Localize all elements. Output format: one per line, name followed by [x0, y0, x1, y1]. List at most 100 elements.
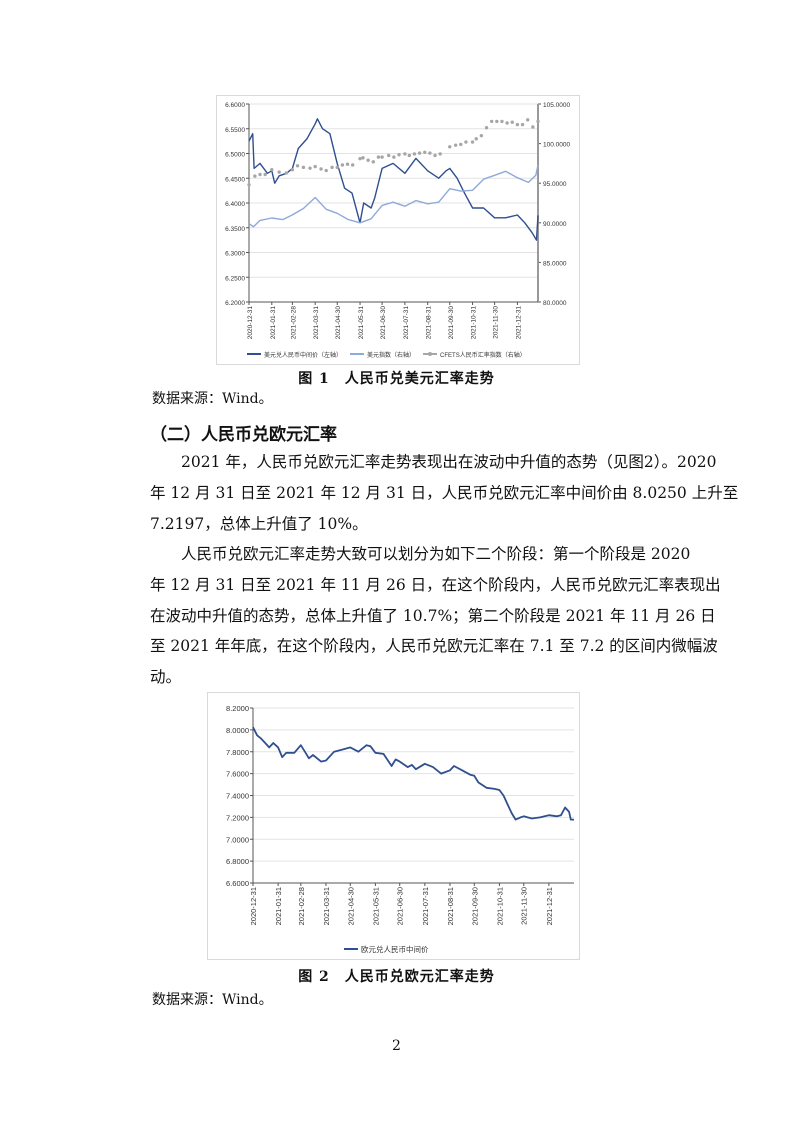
data-point [484, 126, 489, 130]
data-point [258, 172, 262, 177]
x-tick-label: 2020-12-31 [247, 306, 254, 340]
y-tick-label: 7.2000 [226, 813, 249, 822]
figure2-caption: 图 2 人民币兑欧元汇率走势 [298, 969, 495, 985]
paragraph-2: 人民币兑欧元汇率走势大致可以划分为如下二个阶段：第一个阶段是 2020 年 12… [150, 539, 721, 693]
figure2-svg: 6.6000 6.8000 7.0000 7.2000 7.4000 7.6000 7.80… [226, 704, 574, 954]
y2-tick-label: 100.0000 [543, 142, 570, 149]
data-point [515, 122, 520, 127]
paragraph-line: 7.2197，总体上升值了 10%。 [150, 514, 368, 533]
data-point [295, 164, 300, 168]
legend-marker [428, 352, 433, 356]
figure1-chart: 6.2000 6.2500 6.3000 6.3500 6.4000 6.4500 6.50… [216, 95, 580, 365]
legend-label: 美元兑人民币中间价（左轴） [264, 351, 342, 359]
data-point [510, 120, 514, 124]
x-tick-label: 2021-06-30 [380, 306, 387, 340]
data-point [448, 145, 452, 149]
paragraph-line: 2021 年，人民币兑欧元汇率走势表现出在波动中升值的态势（见图2）。2020 [181, 453, 717, 471]
paragraph-line: 至 2021 年年底，在这个阶段内，人民币兑欧元汇率在 7.1 至 7.2 的区… [150, 637, 718, 656]
series-line [252, 726, 574, 821]
data-point [324, 168, 328, 173]
x-tick-label: 2021-04-30 [335, 306, 342, 340]
data-point [253, 174, 257, 178]
data-point [380, 155, 384, 159]
data-point [423, 150, 427, 155]
paragraph-1: 2021 年，人民币兑欧元汇率走势表现出在波动中升值的态势（见图2）。2020 … [150, 447, 739, 539]
data-point [387, 153, 391, 158]
x-tick-label: 2021-06-30 [396, 887, 405, 925]
data-point [407, 153, 412, 158]
y-tick-label: 6.3500 [225, 226, 245, 233]
data-point [358, 156, 362, 161]
section-heading: （二）人民币兑欧元汇率 [150, 425, 337, 445]
data-point [270, 168, 274, 172]
data-point [247, 183, 251, 187]
data-point [366, 158, 370, 162]
data-point [470, 140, 475, 144]
data-point [433, 153, 437, 158]
data-point [319, 167, 323, 171]
x-tick-label: 2021-07-31 [421, 887, 430, 925]
data-point [417, 151, 422, 155]
data-point [531, 125, 535, 129]
data-point [376, 155, 381, 159]
figure2-source: 数据来源：Wind。 [152, 992, 273, 1008]
legend-label: 欧元兑人民币中间价 [361, 944, 429, 954]
figure2-chart: 6.6000 6.8000 7.0000 7.2000 7.4000 7.6000 7.80… [207, 692, 580, 960]
y-tick-label: 6.2000 [225, 300, 245, 307]
data-point [284, 171, 289, 175]
figure1-svg: 6.2000 6.2500 6.3000 6.3500 6.4000 6.4500 6.50… [225, 102, 570, 359]
data-point [464, 140, 468, 144]
series-line [248, 118, 539, 241]
y2-tick-label: 95.0000 [543, 181, 567, 188]
data-point [335, 165, 339, 170]
y-tick-label: 7.6000 [226, 770, 249, 779]
paragraph-line: 人民币兑欧元汇率走势大致可以划分为如下二个阶段：第一个阶段是 2020 [181, 545, 691, 563]
data-point [308, 166, 312, 170]
data-point [350, 163, 355, 167]
x-tick-label: 2021-07-31 [403, 306, 410, 340]
data-point [345, 162, 350, 166]
paragraph-line: 年 12 月 31 日至 2021 年 11 月 26 日，在这个阶段内，人民币… [150, 575, 721, 594]
y2-tick-label: 90.0000 [543, 221, 567, 228]
x-tick-label: 2021-03-31 [313, 306, 320, 340]
y-tick-label: 7.8000 [226, 748, 249, 757]
x-tick-label: 2021-02-28 [297, 887, 306, 925]
x-tick-label: 2021-11-30 [520, 887, 529, 925]
data-point [474, 137, 478, 141]
x-tick-label: 2021-08-31 [426, 306, 433, 340]
y-tick-label: 7.4000 [226, 792, 249, 801]
data-point [495, 119, 499, 124]
y2-tick-label: 105.0000 [543, 102, 570, 109]
x-tick-label: 2021-01-31 [274, 887, 283, 925]
data-point [397, 152, 401, 157]
y-tick-label: 6.3000 [225, 251, 245, 258]
y-tick-label: 6.2500 [225, 275, 245, 282]
data-point [361, 156, 365, 160]
y-tick-label: 6.4000 [225, 201, 245, 208]
data-point [500, 119, 504, 124]
x-tick-label: 2021-11-30 [493, 306, 500, 339]
data-point [290, 168, 295, 172]
y-tick-label: 6.6000 [226, 879, 249, 888]
legend-label: 美元指数（右轴） [367, 351, 415, 359]
figure1-caption: 图 1 人民币兑美元汇率走势 [298, 371, 495, 387]
x-tick-label: 2021-09-30 [470, 887, 479, 925]
x-tick-label: 2021-04-30 [346, 887, 355, 925]
data-point [313, 164, 317, 169]
x-tick-label: 2021-02-28 [290, 306, 297, 340]
data-point [489, 119, 494, 124]
data-point [459, 142, 463, 147]
paragraph-line: 年 12 月 31 日至 2021 年 12 月 31 日，人民币兑欧元汇率中间… [150, 483, 739, 502]
data-point [277, 170, 281, 174]
data-point [263, 172, 267, 177]
figure1-source: 数据来源：Wind。 [152, 391, 273, 407]
x-tick-label: 2021-08-31 [446, 887, 455, 925]
data-point [371, 160, 375, 164]
data-point [403, 152, 407, 156]
y-tick-label: 6.4500 [225, 176, 245, 183]
x-tick-label: 2021-05-31 [371, 887, 380, 925]
y-tick-label: 6.6000 [225, 102, 245, 109]
data-point [479, 133, 484, 138]
x-tick-label: 2021-01-31 [270, 306, 277, 340]
page-number: 2 [392, 1038, 401, 1054]
